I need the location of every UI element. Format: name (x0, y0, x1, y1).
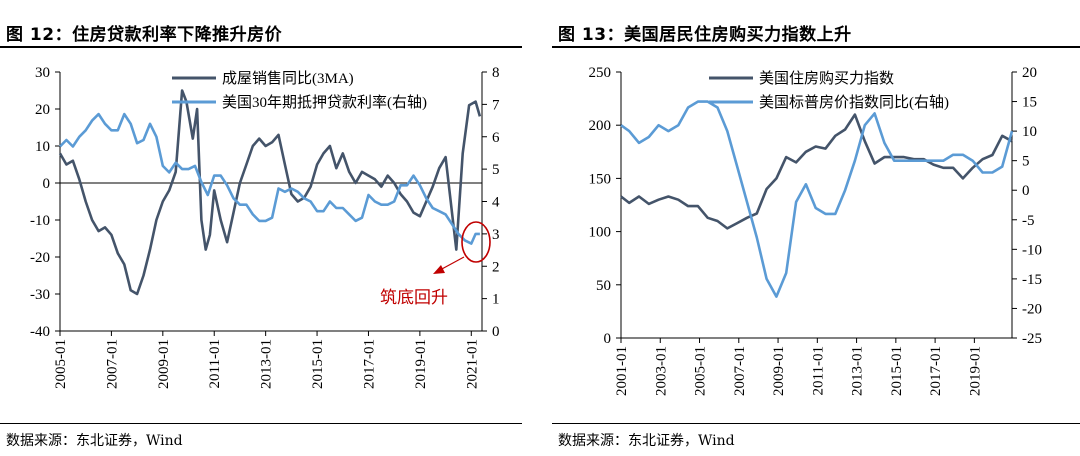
series-line-2 (620, 100, 1014, 298)
legend-label-2: 美国30年期抵押贷款利率(右轴) (222, 94, 427, 111)
x-tick-label: 2013-01 (850, 346, 866, 396)
right-y-tick-label: 10 (1022, 124, 1037, 140)
x-tick-label: 2021-01 (464, 339, 480, 389)
right-y-tick-label: 2 (492, 259, 500, 275)
x-tick-label: 2005-01 (53, 339, 69, 389)
right-y-tick-label: 0 (492, 324, 500, 340)
right-y-tick-label: 0 (1022, 183, 1030, 199)
series-line-1 (58, 89, 482, 296)
x-tick-label: 2019-01 (967, 346, 983, 396)
figure-13-title: 图 13：美国居民住房购买力指数上升 (558, 25, 852, 45)
x-tick-label: 2013-01 (259, 339, 275, 389)
right-y-tick-label: 6 (492, 130, 500, 146)
annotation-circle (461, 221, 491, 263)
right-y-tick-label: -25 (1022, 331, 1042, 347)
right-y-tick-label: 1 (492, 292, 500, 308)
legend-label-1: 成屋销售同比(3MA) (222, 70, 354, 87)
right-y-tick-label: -10 (1022, 242, 1042, 258)
figure-12-chart: -40 -30 -20 -10 0 10 20 30 0 1 2 3 4 5 6 7 8 2005-01 2007-… (30, 65, 500, 389)
series-line-2 (59, 112, 480, 245)
right-y-tick-label: 8 (492, 65, 500, 81)
x-tick-label: 2011-01 (810, 346, 826, 395)
x-tick-label: 2001-01 (614, 346, 630, 396)
left-y-tick-label: 50 (596, 278, 611, 294)
x-tick-label: 2017-01 (361, 339, 377, 389)
figure-12-title: 图 12：住房贷款利率下降推升房价 (6, 25, 283, 45)
annotation-arrow (439, 256, 465, 271)
right-y-tick-label: 5 (492, 162, 500, 178)
legend-label-1: 美国住房购买力指数 (759, 70, 894, 87)
left-y-tick-label: 20 (35, 102, 50, 118)
figure-13-top-rule (552, 46, 1080, 48)
right-y-tick-label: 4 (492, 195, 500, 211)
annotation-arrowhead (433, 265, 445, 274)
annotation-label: 筑底回升 (380, 288, 448, 308)
x-tick-label: 2015-01 (310, 339, 326, 389)
x-tick-label: 2019-01 (413, 339, 429, 389)
left-y-tick-label: -10 (30, 213, 50, 229)
right-y-tick-label: 3 (492, 227, 500, 243)
figure-13-source: 数据来源：东北证券，Wind (558, 433, 735, 449)
x-tick-label: 2003-01 (653, 346, 669, 396)
left-y-tick-label: 0 (604, 331, 612, 347)
left-y-tick-label: 30 (35, 65, 50, 81)
right-y-tick-label: 7 (492, 97, 500, 113)
left-y-tick-label: 200 (589, 118, 612, 134)
figure-13-bottom-rule (552, 423, 1080, 424)
left-y-tick-label: 250 (589, 65, 612, 81)
series-line-1 (620, 113, 1013, 230)
x-tick-label: 2007-01 (104, 339, 120, 389)
figure-12-bottom-rule (0, 423, 522, 424)
right-y-tick-label: -15 (1022, 272, 1042, 288)
figure-13-panel: 图 13：美国居民住房购买力指数上升 0 50 100 150 200 250 -25 -20… (552, 0, 1080, 456)
left-y-tick-label: -40 (30, 324, 50, 340)
right-y-tick-label: -5 (1022, 213, 1035, 229)
right-y-tick-label: 5 (1022, 154, 1030, 170)
x-tick-label: 2009-01 (771, 346, 787, 396)
left-y-tick-label: 10 (35, 139, 50, 155)
legend-label-2: 美国标普房价指数同比(右轴) (759, 94, 949, 111)
figure-12-top-rule (0, 46, 522, 48)
left-y-tick-label: 0 (43, 176, 51, 192)
right-y-tick-label: -20 (1022, 301, 1042, 317)
figure-12-source: 数据来源：东北证券，Wind (6, 433, 183, 449)
x-tick-label: 2005-01 (693, 346, 709, 396)
figure-12-panel: 图 12：住房贷款利率下降推升房价 -40 -30 -20 -10 0 10 20 30 0 1 2… (0, 0, 522, 456)
left-y-tick-label: -30 (30, 287, 50, 303)
x-tick-label: 2007-01 (732, 346, 748, 396)
figure-13-chart: 0 50 100 150 200 250 -25 -20 -15 -10 -5 0 5 10 15 20 200… (589, 65, 1043, 396)
left-y-tick-label: 150 (589, 171, 612, 187)
x-tick-label: 2015-01 (889, 346, 905, 396)
left-y-tick-label: -20 (30, 250, 50, 266)
left-y-tick-label: 100 (589, 225, 612, 241)
x-tick-label: 2011-01 (207, 339, 223, 388)
right-y-tick-label: 15 (1022, 95, 1037, 111)
x-tick-label: 2017-01 (928, 346, 944, 396)
x-tick-label: 2009-01 (156, 339, 172, 389)
right-y-tick-label: 20 (1022, 65, 1037, 81)
